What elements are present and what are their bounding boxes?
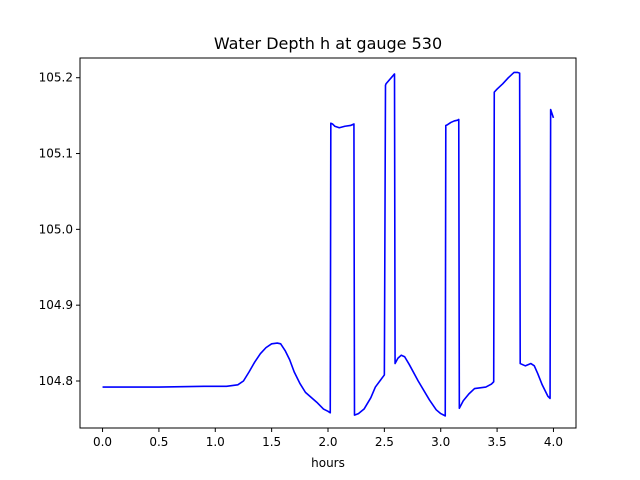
- x-tick-label: 4.0: [544, 435, 563, 449]
- x-tick-label: 1.5: [262, 435, 281, 449]
- x-axis-label: hours: [311, 456, 345, 470]
- x-tick-label: 2.0: [318, 435, 337, 449]
- x-tick-label: 1.0: [206, 435, 225, 449]
- x-tick-label: 2.5: [375, 435, 394, 449]
- y-axis-ticks: 104.8 104.9 105.0 105.1 105.2: [39, 71, 80, 388]
- y-tick-label: 105.1: [39, 147, 73, 161]
- x-tick-label: 3.5: [488, 435, 507, 449]
- y-tick-label: 104.9: [39, 298, 73, 312]
- chart-title: Water Depth h at gauge 530: [214, 34, 442, 53]
- x-tick-label: 3.0: [431, 435, 450, 449]
- water-depth-series-line: [102, 71, 555, 417]
- x-axis-ticks: 0.0 0.5 1.0 1.5 2.0 2.5 3.0 3.5 4.0: [93, 428, 563, 449]
- y-tick-label: 105.2: [39, 71, 73, 85]
- y-tick-label: 105.0: [39, 222, 73, 236]
- y-tick-label: 104.8: [39, 374, 73, 388]
- x-tick-label: 0.0: [93, 435, 112, 449]
- x-tick-label: 0.5: [149, 435, 168, 449]
